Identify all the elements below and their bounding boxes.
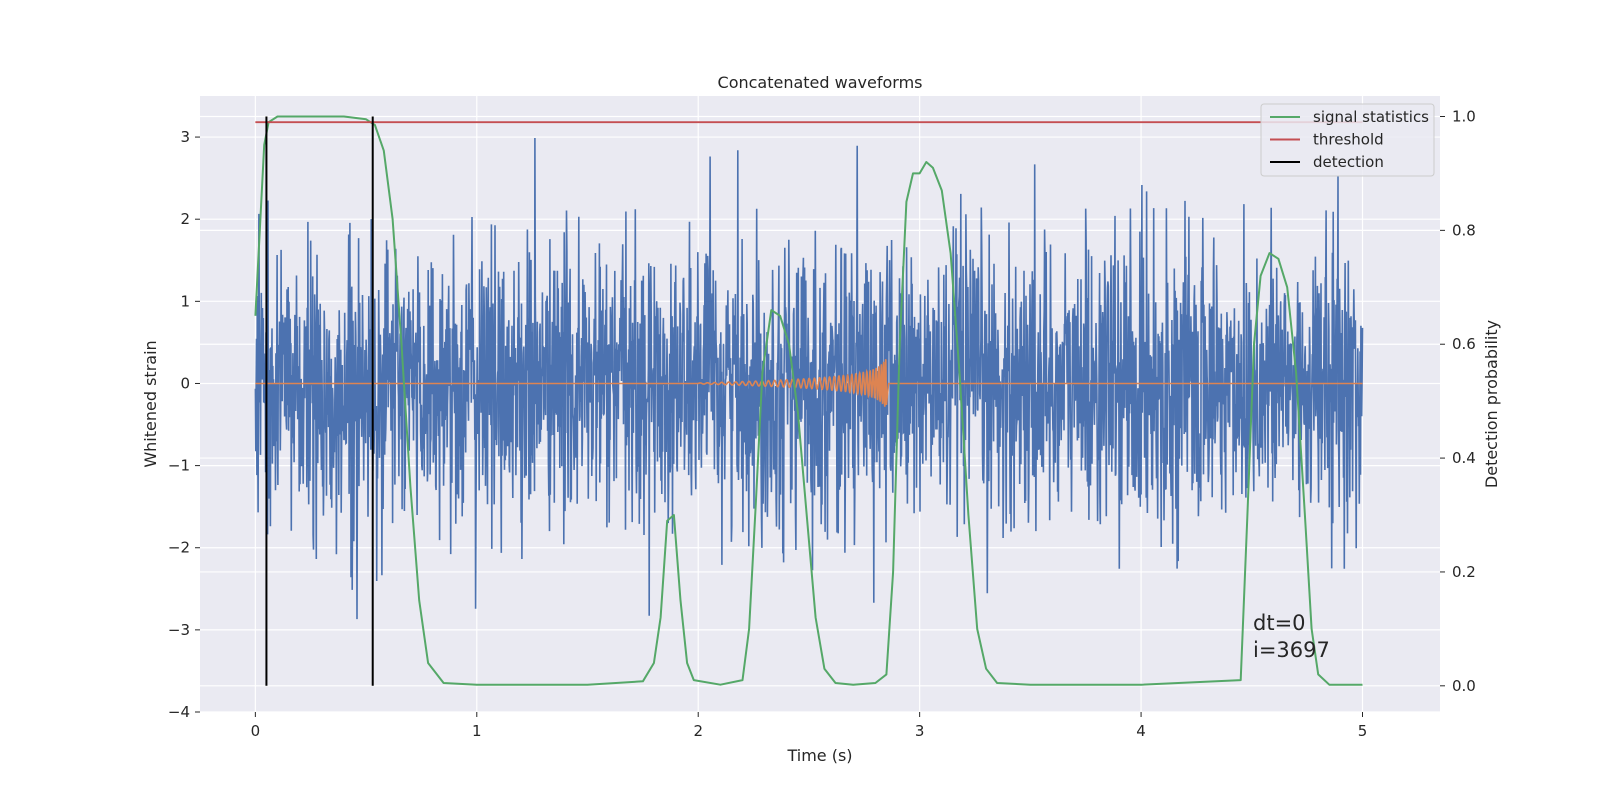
y-tick-label: 0 — [180, 374, 190, 392]
y-tick-label: −3 — [168, 621, 190, 639]
signal-statistics-line — [254, 115, 1363, 686]
template-line — [255, 359, 1363, 407]
legend-box — [1260, 103, 1435, 177]
annotation-dt: dt=0 — [1253, 611, 1306, 635]
x-tick-label: 5 — [1358, 722, 1368, 740]
x-tick-label: 0 — [251, 722, 261, 740]
y-right-tick-label: 0.2 — [1452, 563, 1476, 581]
y-axis-right-label: Detection probability — [1482, 320, 1501, 488]
y-right-tick-label: 0.4 — [1452, 449, 1476, 467]
legend-label: detection — [1313, 153, 1384, 171]
y-axis-label: Whitened strain — [141, 340, 160, 467]
x-tick-label: 1 — [472, 722, 482, 740]
chart-title: Concatenated waveforms — [718, 73, 923, 92]
y-right-tick-label: 0.0 — [1452, 677, 1476, 695]
x-tick-label: 2 — [693, 722, 703, 740]
y-right-tick-label: 1.0 — [1452, 107, 1476, 125]
signal-statistics-series — [254, 115, 1363, 686]
y-tick-label: 2 — [180, 210, 190, 228]
ticks: 0 1 2 3 4 5 −4 −3 −2 −1 0 1 2 3 0.0 0.2 0.4 0.6 0.8 1.0 — [168, 107, 1476, 740]
y-right-tick-label: 0.6 — [1452, 335, 1476, 353]
legend-label: signal statistics — [1313, 108, 1429, 126]
y-tick-label: −2 — [168, 539, 190, 557]
y-tick-label: 1 — [180, 292, 190, 310]
legend: signal statistics threshold detection — [1260, 103, 1435, 177]
template-series — [255, 359, 1363, 407]
legend-label: threshold — [1313, 131, 1384, 149]
y-tick-label: −4 — [168, 703, 190, 721]
strain-series — [254, 137, 1364, 620]
x-tick-label: 4 — [1136, 722, 1146, 740]
detection-series — [265, 116, 374, 686]
strain-line — [254, 137, 1364, 620]
annotation-index: i=3697 — [1253, 638, 1330, 662]
y-tick-label: 3 — [180, 128, 190, 146]
x-axis-label: Time (s) — [786, 746, 852, 765]
y-tick-label: −1 — [168, 457, 190, 475]
x-tick-label: 3 — [915, 722, 925, 740]
y-right-tick-label: 0.8 — [1452, 221, 1476, 239]
